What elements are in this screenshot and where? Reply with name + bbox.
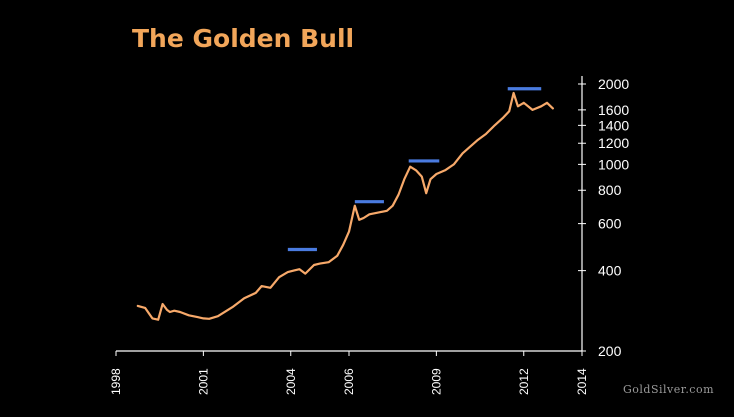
y-tick-label: 200 — [598, 343, 622, 359]
y-tick-label: 1000 — [598, 156, 629, 172]
y-tick-label: 400 — [598, 263, 622, 279]
x-tick-label: 2009 — [429, 368, 443, 395]
gold-price-line — [136, 91, 555, 321]
x-tick-label: 2001 — [196, 368, 210, 395]
chart-title: The Golden Bull — [132, 24, 355, 53]
y-tick-label: 2000 — [598, 76, 629, 92]
y-tick-label: 600 — [598, 216, 622, 232]
x-tick-label: 1998 — [109, 368, 123, 395]
x-tick-label: 2004 — [284, 368, 298, 395]
x-tick-label: 2006 — [342, 368, 356, 395]
y-tick-label: 1400 — [598, 117, 629, 133]
y-tick-label: 800 — [598, 182, 622, 198]
x-tick-label: 2014 — [575, 368, 589, 395]
y-tick-label: 1200 — [598, 135, 629, 151]
y-tick-label: 1600 — [598, 102, 629, 118]
watermark-logo: GoldSilver.com — [623, 383, 715, 396]
x-tick-label: 2012 — [517, 368, 531, 395]
